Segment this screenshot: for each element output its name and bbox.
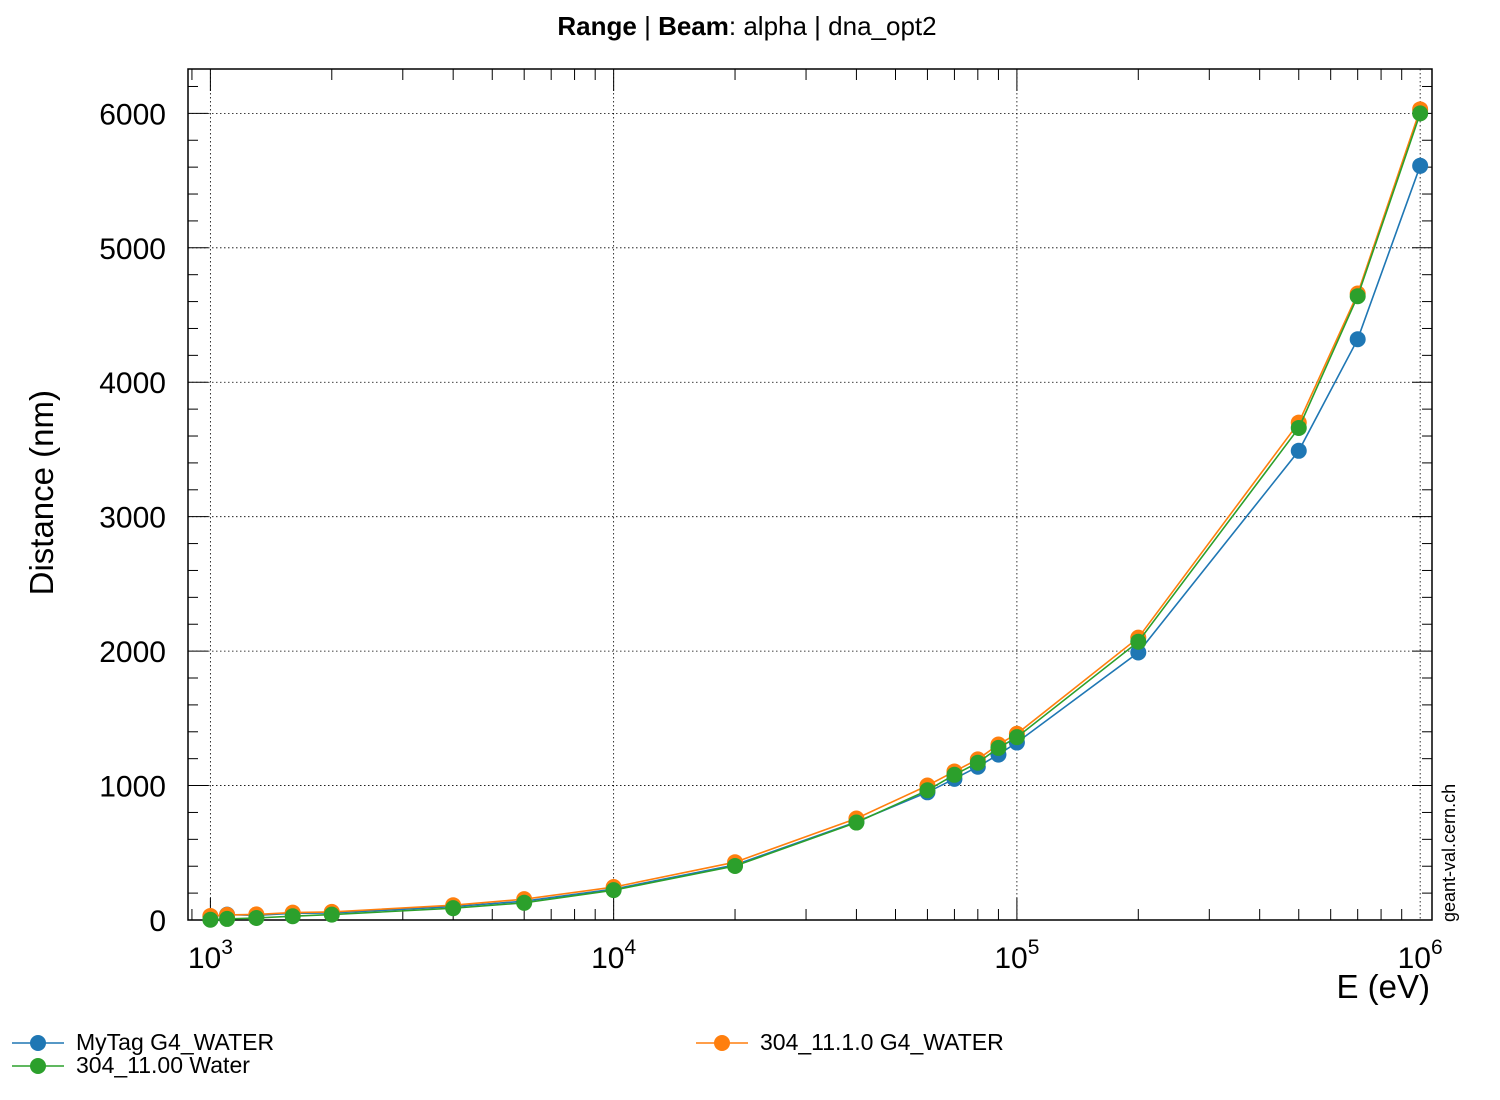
x-tick-label: 104	[591, 936, 636, 975]
data-point	[1130, 633, 1147, 650]
legend-marker	[30, 1035, 46, 1051]
data-point	[919, 782, 936, 799]
data-point	[1412, 105, 1429, 122]
series-3	[202, 105, 1429, 928]
data-point	[1349, 331, 1366, 348]
watermark: geant-val.cern.ch	[1439, 784, 1459, 922]
chart-title-part-2: |	[637, 11, 658, 41]
data-point	[1349, 288, 1366, 305]
series-2	[202, 101, 1429, 924]
y-tick-label: 3000	[99, 502, 166, 535]
minor-ticks	[188, 69, 1432, 921]
series-line	[210, 109, 1421, 917]
y-tick-label: 4000	[99, 367, 166, 400]
chart-title: Range | Beam: alpha | dna_opt2	[557, 11, 936, 41]
series-1	[202, 157, 1429, 925]
legend-label: 304_11.1.0 G4_WATER	[760, 1029, 1004, 1055]
legend-item: 304_11.1.0 G4_WATER	[696, 1029, 1004, 1055]
chart-title-part-1: Range	[557, 11, 636, 41]
plot-frame	[187, 68, 1433, 921]
data-point	[727, 857, 744, 874]
legend-item: 304_11.00 Water	[12, 1052, 250, 1078]
data-point	[1412, 157, 1429, 174]
chart-title-part-4: : alpha | dna_opt2	[729, 11, 937, 41]
data-point	[248, 909, 265, 926]
y-axis-title: Distance (nm)	[23, 390, 60, 595]
chart-title-part-3: Beam	[658, 11, 729, 41]
y-tick-label: 0	[149, 905, 166, 938]
data-point	[969, 754, 986, 771]
series-line	[210, 165, 1421, 918]
data-point	[445, 900, 462, 917]
data-point	[219, 910, 236, 927]
data-point	[202, 911, 219, 928]
y-tick-labels: 0 1000 2000 3000 4000 5000 6000	[99, 98, 166, 938]
data-point	[516, 894, 533, 911]
x-tick-label: 103	[188, 936, 233, 975]
data-point	[946, 766, 963, 783]
legend: MyTag G4_WATER 304_11.1.0 G4_WATER 304_11.…	[12, 1029, 1004, 1078]
y-tick-label: 2000	[99, 636, 166, 669]
legend-marker	[714, 1035, 730, 1051]
data-point	[848, 814, 865, 831]
data-point	[284, 908, 301, 925]
data-point	[1290, 442, 1307, 459]
data-point	[1290, 419, 1307, 436]
y-tick-label: 1000	[99, 771, 166, 804]
x-tick-labels: 103 104 105 106	[188, 936, 1443, 975]
grid	[188, 69, 1432, 921]
series-layer	[202, 101, 1429, 928]
legend-label: MyTag G4_WATER	[76, 1029, 274, 1055]
series-line	[210, 113, 1421, 921]
x-axis-title: E (eV)	[1336, 968, 1430, 1005]
legend-item: MyTag G4_WATER	[12, 1029, 274, 1055]
data-point	[990, 739, 1007, 756]
x-tick-label: 105	[994, 936, 1039, 975]
data-point	[605, 882, 622, 899]
y-tick-label: 5000	[99, 233, 166, 266]
legend-label: 304_11.00 Water	[76, 1052, 250, 1078]
data-point	[323, 906, 340, 923]
x-tick-label: 106	[1398, 936, 1443, 975]
y-tick-label: 6000	[99, 98, 166, 131]
data-point	[1008, 729, 1025, 746]
legend-marker	[30, 1058, 46, 1074]
